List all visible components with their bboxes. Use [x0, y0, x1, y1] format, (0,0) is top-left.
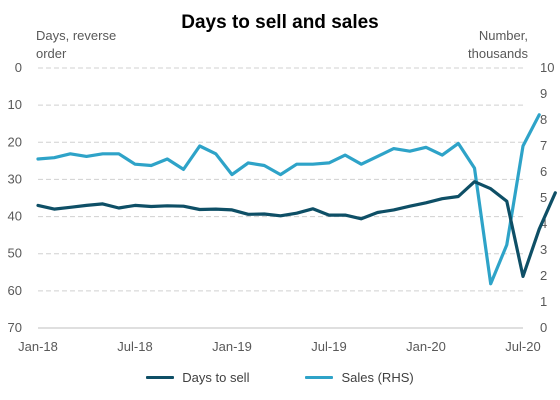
- left-axis-tick-label: 0: [15, 60, 22, 75]
- legend-label-days-to-sell: Days to sell: [182, 370, 250, 385]
- left-axis-tick-label: 20: [8, 134, 22, 149]
- chart-legend: Days to sell Sales (RHS): [0, 370, 560, 385]
- right-axis-tick-label: 8: [540, 112, 547, 127]
- x-axis-tick-label: Jul-19: [311, 339, 346, 354]
- legend-swatch-days-to-sell: [146, 376, 175, 379]
- right-axis-title: Number, thousands: [468, 28, 528, 61]
- right-axis-tick-label: 3: [540, 242, 547, 257]
- series-line-sales: [36, 113, 541, 286]
- legend-swatch-sales: [305, 376, 334, 379]
- left-axis-tick-label: 60: [8, 283, 22, 298]
- legend-item-sales: Sales (RHS): [305, 370, 414, 385]
- x-axis-tick-label: Jul-18: [117, 339, 152, 354]
- right-axis-tick-label: 4: [540, 216, 547, 231]
- series-line-days-to-sell: [36, 180, 557, 278]
- left-axis-title: Days, reverse order: [36, 28, 117, 61]
- x-axis-tick-label: Jul-20: [505, 339, 540, 354]
- right-axis-tick-label: 1: [540, 294, 547, 309]
- left-axis-tick-label: 10: [8, 97, 22, 112]
- x-axis-tick-label: Jan-20: [406, 339, 446, 354]
- x-axis-tick-label: Jan-19: [212, 339, 252, 354]
- left-axis-tick-label: 50: [8, 246, 22, 261]
- right-axis-tick-label: 10: [540, 60, 554, 75]
- right-axis-tick-label: 7: [540, 138, 547, 153]
- x-axis-tick-label: Jan-18: [18, 339, 58, 354]
- right-axis-tick-label: 5: [540, 190, 547, 205]
- right-axis-tick-label: 0: [540, 320, 547, 335]
- right-axis-tick-label: 6: [540, 164, 547, 179]
- left-axis-tick-label: 40: [8, 209, 22, 224]
- legend-label-sales: Sales (RHS): [341, 370, 414, 385]
- right-axis-tick-label: 9: [540, 86, 547, 101]
- right-axis-tick-label: 2: [540, 268, 547, 283]
- left-axis-tick-label: 30: [8, 171, 22, 186]
- left-axis-tick-label: 70: [8, 320, 22, 335]
- chart-title: Days to sell and sales: [181, 12, 379, 33]
- legend-item-days-to-sell: Days to sell: [146, 370, 249, 385]
